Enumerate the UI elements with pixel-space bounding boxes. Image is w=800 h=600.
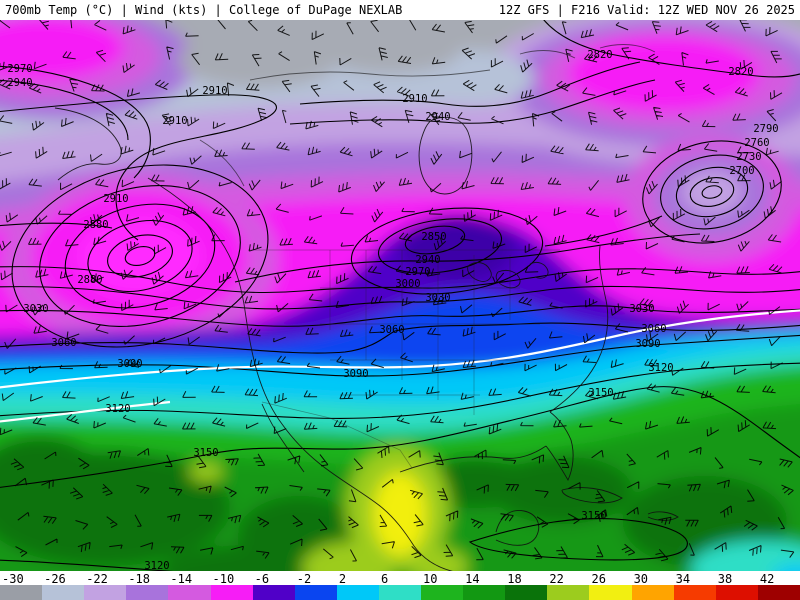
wind-barbs bbox=[0, 20, 795, 562]
contour-label: 2910 bbox=[202, 85, 227, 97]
temperature-field bbox=[0, 20, 800, 571]
legend-bar bbox=[0, 585, 800, 600]
legend-tick-label: 34 bbox=[675, 572, 691, 586]
contour-label: 3120 bbox=[648, 362, 673, 374]
legend-color-swatch bbox=[463, 585, 506, 600]
contour-label: 3150 bbox=[581, 510, 606, 522]
contour-label: 3030 bbox=[629, 303, 654, 315]
contour-label: 2700 bbox=[729, 165, 754, 177]
legend-tick-label: 30 bbox=[633, 572, 649, 586]
legend-tick-label: -6 bbox=[254, 572, 270, 586]
contour-label: 3060 bbox=[51, 337, 76, 349]
legend-tick-label: 26 bbox=[591, 572, 606, 586]
contour-label: 2820 bbox=[728, 66, 753, 78]
legend-tick-label: -10 bbox=[212, 572, 235, 586]
legend-tick-label: 38 bbox=[717, 572, 733, 586]
legend-tick-label: -30 bbox=[2, 572, 24, 586]
contour-label: 2970 bbox=[7, 63, 32, 75]
legend-color-swatch bbox=[715, 585, 759, 600]
white-contour bbox=[0, 309, 800, 423]
contour-label: 3090 bbox=[343, 368, 368, 380]
contour-label: 3120 bbox=[144, 560, 169, 571]
contour-label: 3000 bbox=[395, 278, 420, 290]
legend-color-swatch bbox=[168, 585, 211, 600]
legend-tick-label: 10 bbox=[423, 572, 438, 586]
contour-label: 2880 bbox=[77, 274, 102, 286]
legend-tick-label: 2 bbox=[338, 572, 347, 586]
legend-color-swatch bbox=[126, 585, 169, 600]
legend-tick-label: -14 bbox=[170, 572, 193, 586]
legend-color-swatch bbox=[505, 585, 548, 600]
legend-tick-label: -26 bbox=[44, 572, 66, 586]
legend-tick-label: -22 bbox=[86, 572, 108, 586]
height-contours bbox=[0, 20, 800, 571]
contour-label: 2910 bbox=[162, 115, 187, 127]
contour-label: 3120 bbox=[105, 403, 130, 415]
legend-color-swatch bbox=[252, 585, 296, 600]
legend-ticks: -30 -26 -22 -18 -14 -10 -6 -2 2 6 10 14 18 22 26 30 34 38… bbox=[0, 572, 800, 586]
contour-label: 3060 bbox=[379, 324, 404, 336]
contour-label: 2790 bbox=[753, 123, 778, 135]
right-vortex-contours bbox=[642, 140, 782, 244]
contour-label: 2940 bbox=[415, 254, 440, 266]
color-scale-legend: -30 -26 -22 -18 -14 -10 -6 -2 2 6 10 14 18 22 26 30 34 38… bbox=[0, 571, 800, 600]
contour-label: 3090 bbox=[117, 358, 142, 370]
contour-label: 2850 bbox=[421, 231, 446, 243]
legend-color-swatch bbox=[378, 585, 422, 600]
contour-labels: 2970294029102910291028802880291029402820… bbox=[7, 49, 778, 571]
contour-label: 3030 bbox=[425, 292, 450, 304]
legend-color-swatch bbox=[42, 585, 85, 600]
legend-tick-label: 14 bbox=[465, 572, 480, 586]
contour-label: 3150 bbox=[193, 447, 218, 459]
legend-color-swatch bbox=[336, 585, 380, 600]
contour-label: 2730 bbox=[736, 151, 761, 163]
legend-tick-label: 22 bbox=[549, 572, 564, 586]
contour-label: 3060 bbox=[641, 323, 666, 335]
legend-color-swatch bbox=[589, 585, 633, 600]
legend-color-swatch bbox=[421, 585, 464, 600]
legend-color-swatch bbox=[631, 585, 675, 600]
legend-color-swatch bbox=[547, 585, 590, 600]
title-bar: 700mb Temp (°C) | Wind (kts) | College o… bbox=[0, 0, 800, 20]
political-borders bbox=[248, 249, 560, 469]
product-title: 700mb Temp (°C) | Wind (kts) | College o… bbox=[5, 3, 403, 17]
legend-tick-label: -18 bbox=[128, 572, 150, 586]
legend-tick-label: 18 bbox=[507, 572, 522, 586]
legend-tick-label: -2 bbox=[296, 572, 312, 586]
contour-label: 3030 bbox=[23, 303, 48, 315]
model-run-info: 12Z GFS | F216 Valid: 12Z WED NOV 26 202… bbox=[498, 3, 795, 17]
contour-label: 2880 bbox=[83, 219, 108, 231]
contour-label: 2820 bbox=[587, 49, 612, 61]
legend-color-swatch bbox=[673, 585, 717, 600]
contour-label: 2910 bbox=[402, 93, 427, 105]
contour-label: 2910 bbox=[103, 193, 128, 205]
legend-tick-label: 6 bbox=[380, 572, 389, 586]
legend-tick-label: 42 bbox=[759, 572, 775, 586]
legend-color-swatch bbox=[294, 585, 338, 600]
contour-label: 2940 bbox=[7, 77, 32, 89]
legend-color-swatch bbox=[84, 585, 127, 600]
contour-label: 3150 bbox=[588, 387, 613, 399]
legend-color-swatch bbox=[0, 585, 43, 600]
weather-map-canvas: 2970294029102910291028802880291029402820… bbox=[0, 20, 800, 571]
weather-map: 2970 2940 2910 2910 2910 2880 2880 2910 2940 2820… bbox=[0, 20, 800, 571]
legend-color-swatch bbox=[210, 585, 254, 600]
contour-label: 2760 bbox=[744, 137, 769, 149]
legend-color-swatch bbox=[757, 585, 800, 600]
contour-label: 2940 bbox=[425, 111, 450, 123]
contour-label: 3090 bbox=[635, 338, 660, 350]
contour-label: 2970 bbox=[405, 266, 430, 278]
